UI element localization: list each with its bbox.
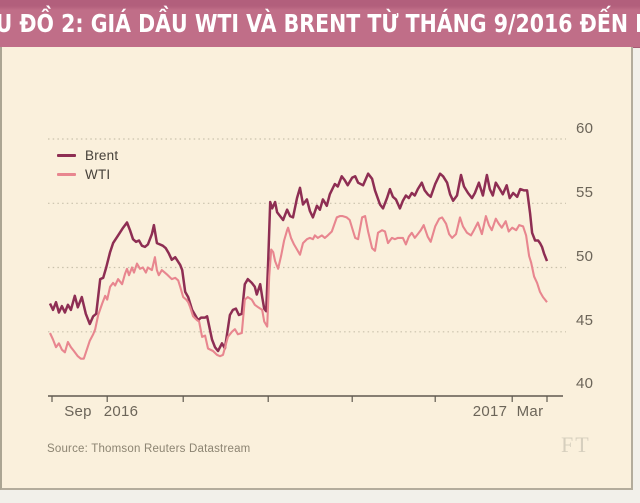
y-axis-tick-label: 60 bbox=[576, 120, 594, 137]
figure-title-bar: BIỂU ĐỒ 2: GIÁ DẦU WTI VÀ BRENT TỪ THÁNG… bbox=[0, 0, 640, 48]
legend-label-wti: WTI bbox=[85, 167, 111, 182]
x-axis-label-2017: 2017 bbox=[472, 403, 508, 420]
x-axis-label-mar: Mar bbox=[516, 403, 544, 420]
chart-legend: Brent WTI bbox=[57, 146, 118, 184]
source-caption: Source: Thomson Reuters Datastream bbox=[47, 443, 251, 455]
legend-label-brent: Brent bbox=[85, 148, 119, 163]
brent-line-swatch bbox=[57, 154, 76, 157]
y-axis-tick-label: 40 bbox=[576, 375, 594, 392]
x-axis-label-2016: 2016 bbox=[103, 403, 139, 420]
legend-item-brent: Brent bbox=[57, 146, 118, 165]
y-axis-tick-label: 50 bbox=[576, 248, 594, 265]
x-axis-label-sep: Sep bbox=[64, 403, 92, 420]
wti-line-swatch bbox=[57, 173, 76, 176]
ft-logo: FT bbox=[561, 432, 591, 457]
chart-panel bbox=[0, 47, 633, 490]
y-axis-tick-label: 45 bbox=[576, 312, 594, 329]
legend-item-wti: WTI bbox=[57, 165, 118, 184]
figure-title: BIỂU ĐỒ 2: GIÁ DẦU WTI VÀ BRENT TỪ THÁNG… bbox=[0, 9, 640, 38]
y-axis-tick-label: 55 bbox=[576, 184, 594, 201]
